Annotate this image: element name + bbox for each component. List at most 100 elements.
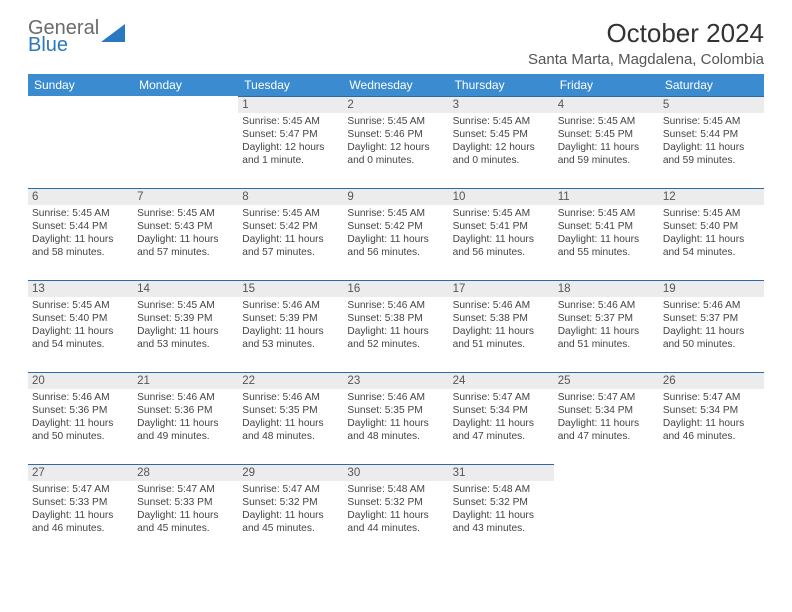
sunset-text: Sunset: 5:40 PM	[663, 220, 760, 233]
calendar-cell	[133, 96, 238, 188]
dow-header: Saturday	[659, 74, 764, 96]
dow-header: Thursday	[449, 74, 554, 96]
day-info: Sunrise: 5:45 AMSunset: 5:41 PMDaylight:…	[558, 207, 655, 259]
sunrise-text: Sunrise: 5:48 AM	[453, 483, 550, 496]
calendar-cell: 15 Sunrise: 5:46 AMSunset: 5:39 PMDayligh…	[238, 280, 343, 372]
daylight-text: Daylight: 11 hours and 45 minutes.	[137, 509, 234, 535]
day-number: 3	[449, 96, 554, 113]
dow-header: Friday	[554, 74, 659, 96]
calendar-cell: 10Sunrise: 5:45 AMSunset: 5:41 PMDayligh…	[449, 188, 554, 280]
sunrise-text: Sunrise: 5:46 AM	[663, 299, 760, 312]
sunset-text: Sunset: 5:33 PM	[32, 496, 129, 509]
sunset-text: Sunset: 5:47 PM	[242, 128, 339, 141]
daylight-text: Daylight: 11 hours and 45 minutes.	[242, 509, 339, 535]
day-cell: 29Sunrise: 5:47 AMSunset: 5:32 PMDayligh…	[238, 464, 343, 556]
sunrise-text: Sunrise: 5:45 AM	[347, 115, 444, 128]
logo-triangle-icon	[101, 22, 127, 44]
sunrise-text: Sunrise: 5:45 AM	[558, 115, 655, 128]
day-number: 21	[133, 372, 238, 389]
sunset-text: Sunset: 5:34 PM	[453, 404, 550, 417]
daylight-text: Daylight: 11 hours and 46 minutes.	[32, 509, 129, 535]
day-cell: 22Sunrise: 5:46 AMSunset: 5:35 PMDayligh…	[238, 372, 343, 464]
day-info: Sunrise: 5:45 AMSunset: 5:40 PMDaylight:…	[32, 299, 129, 351]
day-info: Sunrise: 5:48 AMSunset: 5:32 PMDaylight:…	[453, 483, 550, 535]
daylight-text: Daylight: 11 hours and 44 minutes.	[347, 509, 444, 535]
calendar-page: General Blue October 2024 Santa Marta, M…	[0, 0, 792, 574]
header: General Blue October 2024 Santa Marta, M…	[28, 18, 764, 68]
sunrise-text: Sunrise: 5:46 AM	[137, 391, 234, 404]
sunrise-text: Sunrise: 5:45 AM	[663, 115, 760, 128]
sunrise-text: Sunrise: 5:45 AM	[453, 115, 550, 128]
sunrise-text: Sunrise: 5:45 AM	[137, 207, 234, 220]
sunrise-text: Sunrise: 5:45 AM	[242, 207, 339, 220]
sunset-text: Sunset: 5:32 PM	[453, 496, 550, 509]
day-number: 18	[554, 280, 659, 297]
day-number: 5	[659, 96, 764, 113]
calendar-cell: 16Sunrise: 5:46 AMSunset: 5:38 PMDayligh…	[343, 280, 448, 372]
calendar-cell: 31 Sunrise: 5:48 AMSunset: 5:32 PMDayligh…	[449, 464, 554, 556]
day-cell: 21Sunrise: 5:46 AMSunset: 5:36 PMDayligh…	[133, 372, 238, 464]
day-info: Sunrise: 5:48 AMSunset: 5:32 PMDaylight:…	[347, 483, 444, 535]
daylight-text: Daylight: 11 hours and 51 minutes.	[558, 325, 655, 351]
day-number: 14	[133, 280, 238, 297]
daylight-text: Daylight: 11 hours and 43 minutes.	[453, 509, 550, 535]
day-info: Sunrise: 5:46 AMSunset: 5:35 PMDaylight:…	[347, 391, 444, 443]
sunset-text: Sunset: 5:41 PM	[558, 220, 655, 233]
daylight-text: Daylight: 11 hours and 48 minutes.	[347, 417, 444, 443]
day-number: 16	[343, 280, 448, 297]
day-number: 27	[28, 464, 133, 481]
day-cell: 25Sunrise: 5:47 AMSunset: 5:34 PMDayligh…	[554, 372, 659, 464]
daylight-text: Daylight: 11 hours and 47 minutes.	[453, 417, 550, 443]
day-cell: 17Sunrise: 5:46 AMSunset: 5:38 PMDayligh…	[449, 280, 554, 372]
day-cell: 1Sunrise: 5:45 AMSunset: 5:47 PMDaylight…	[238, 96, 343, 188]
day-cell: 2Sunrise: 5:45 AMSunset: 5:46 PMDaylight…	[343, 96, 448, 188]
calendar-row: 6Sunrise: 5:45 AMSunset: 5:44 PMDaylight…	[28, 188, 764, 280]
daylight-text: Daylight: 11 hours and 55 minutes.	[558, 233, 655, 259]
day-number: 20	[28, 372, 133, 389]
calendar-cell: 27Sunrise: 5:47 AMSunset: 5:33 PMDayligh…	[28, 464, 133, 556]
sunset-text: Sunset: 5:35 PM	[347, 404, 444, 417]
sunset-text: Sunset: 5:43 PM	[137, 220, 234, 233]
daylight-text: Daylight: 12 hours and 0 minutes.	[453, 141, 550, 167]
sunset-text: Sunset: 5:34 PM	[558, 404, 655, 417]
calendar-body: 1Sunrise: 5:45 AMSunset: 5:47 PMDaylight…	[28, 96, 764, 556]
day-cell: 13Sunrise: 5:45 AMSunset: 5:40 PMDayligh…	[28, 280, 133, 372]
sunrise-text: Sunrise: 5:46 AM	[558, 299, 655, 312]
location: Santa Marta, Magdalena, Colombia	[528, 51, 764, 68]
day-number: 2	[343, 96, 448, 113]
day-number: 31	[449, 464, 554, 481]
day-number: 7	[133, 188, 238, 205]
day-info: Sunrise: 5:45 AMSunset: 5:47 PMDaylight:…	[242, 115, 339, 167]
day-info: Sunrise: 5:45 AMSunset: 5:40 PMDaylight:…	[663, 207, 760, 259]
sunrise-text: Sunrise: 5:46 AM	[242, 299, 339, 312]
day-cell: 11Sunrise: 5:45 AMSunset: 5:41 PMDayligh…	[554, 188, 659, 280]
title-block: October 2024 Santa Marta, Magdalena, Col…	[528, 18, 764, 68]
day-number: 25	[554, 372, 659, 389]
sunrise-text: Sunrise: 5:47 AM	[137, 483, 234, 496]
calendar-cell: 7Sunrise: 5:45 AMSunset: 5:43 PMDaylight…	[133, 188, 238, 280]
calendar-table: Sunday Monday Tuesday Wednesday Thursday…	[28, 74, 764, 556]
day-info: Sunrise: 5:45 AMSunset: 5:39 PMDaylight:…	[137, 299, 234, 351]
day-cell: 7Sunrise: 5:45 AMSunset: 5:43 PMDaylight…	[133, 188, 238, 280]
daylight-text: Daylight: 11 hours and 53 minutes.	[137, 325, 234, 351]
sunset-text: Sunset: 5:39 PM	[242, 312, 339, 325]
daylight-text: Daylight: 11 hours and 50 minutes.	[663, 325, 760, 351]
day-cell: 28Sunrise: 5:47 AMSunset: 5:33 PMDayligh…	[133, 464, 238, 556]
sunset-text: Sunset: 5:45 PM	[453, 128, 550, 141]
calendar-cell: 6Sunrise: 5:45 AMSunset: 5:44 PMDaylight…	[28, 188, 133, 280]
sunset-text: Sunset: 5:41 PM	[453, 220, 550, 233]
sunrise-text: Sunrise: 5:47 AM	[663, 391, 760, 404]
day-cell: 18Sunrise: 5:46 AMSunset: 5:37 PMDayligh…	[554, 280, 659, 372]
calendar-cell: 26Sunrise: 5:47 AMSunset: 5:34 PMDayligh…	[659, 372, 764, 464]
calendar-cell: 24Sunrise: 5:47 AMSunset: 5:34 PMDayligh…	[449, 372, 554, 464]
calendar-cell	[554, 464, 659, 556]
day-cell: 19Sunrise: 5:46 AMSunset: 5:37 PMDayligh…	[659, 280, 764, 372]
day-info: Sunrise: 5:46 AMSunset: 5:39 PMDaylight:…	[242, 299, 339, 351]
dow-header: Wednesday	[343, 74, 448, 96]
day-number: 26	[659, 372, 764, 389]
day-cell: 20Sunrise: 5:46 AMSunset: 5:36 PMDayligh…	[28, 372, 133, 464]
day-cell: 15 Sunrise: 5:46 AMSunset: 5:39 PMDayligh…	[238, 280, 343, 372]
day-cell: 31 Sunrise: 5:48 AMSunset: 5:32 PMDayligh…	[449, 464, 554, 556]
calendar-cell: 25Sunrise: 5:47 AMSunset: 5:34 PMDayligh…	[554, 372, 659, 464]
day-number: 15	[238, 280, 343, 297]
